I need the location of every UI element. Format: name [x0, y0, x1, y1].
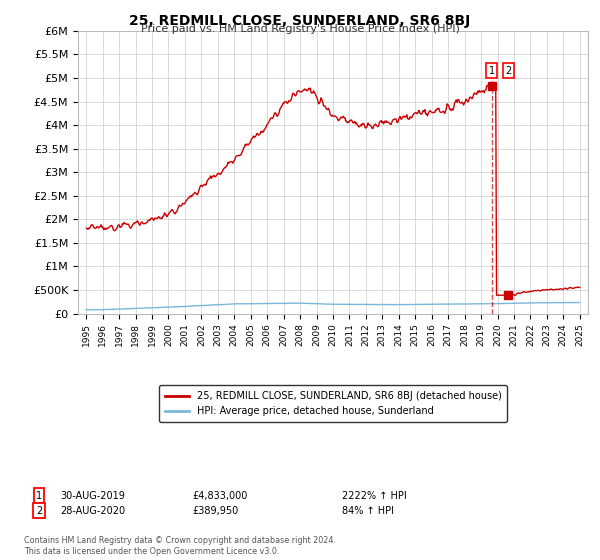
Text: 25, REDMILL CLOSE, SUNDERLAND, SR6 8BJ: 25, REDMILL CLOSE, SUNDERLAND, SR6 8BJ — [130, 14, 470, 28]
Text: Contains HM Land Registry data © Crown copyright and database right 2024.
This d: Contains HM Land Registry data © Crown c… — [24, 536, 336, 556]
Text: 1: 1 — [36, 491, 42, 501]
Text: 84% ↑ HPI: 84% ↑ HPI — [342, 506, 394, 516]
Text: 2: 2 — [36, 506, 42, 516]
Text: £4,833,000: £4,833,000 — [192, 491, 247, 501]
Text: 2: 2 — [505, 66, 511, 76]
Legend: 25, REDMILL CLOSE, SUNDERLAND, SR6 8BJ (detached house), HPI: Average price, det: 25, REDMILL CLOSE, SUNDERLAND, SR6 8BJ (… — [158, 385, 508, 422]
Text: 30-AUG-2019: 30-AUG-2019 — [60, 491, 125, 501]
Text: 2222% ↑ HPI: 2222% ↑ HPI — [342, 491, 407, 501]
Text: £389,950: £389,950 — [192, 506, 238, 516]
Text: 28-AUG-2020: 28-AUG-2020 — [60, 506, 125, 516]
Text: 1: 1 — [489, 66, 495, 76]
Text: Price paid vs. HM Land Registry's House Price Index (HPI): Price paid vs. HM Land Registry's House … — [140, 24, 460, 34]
